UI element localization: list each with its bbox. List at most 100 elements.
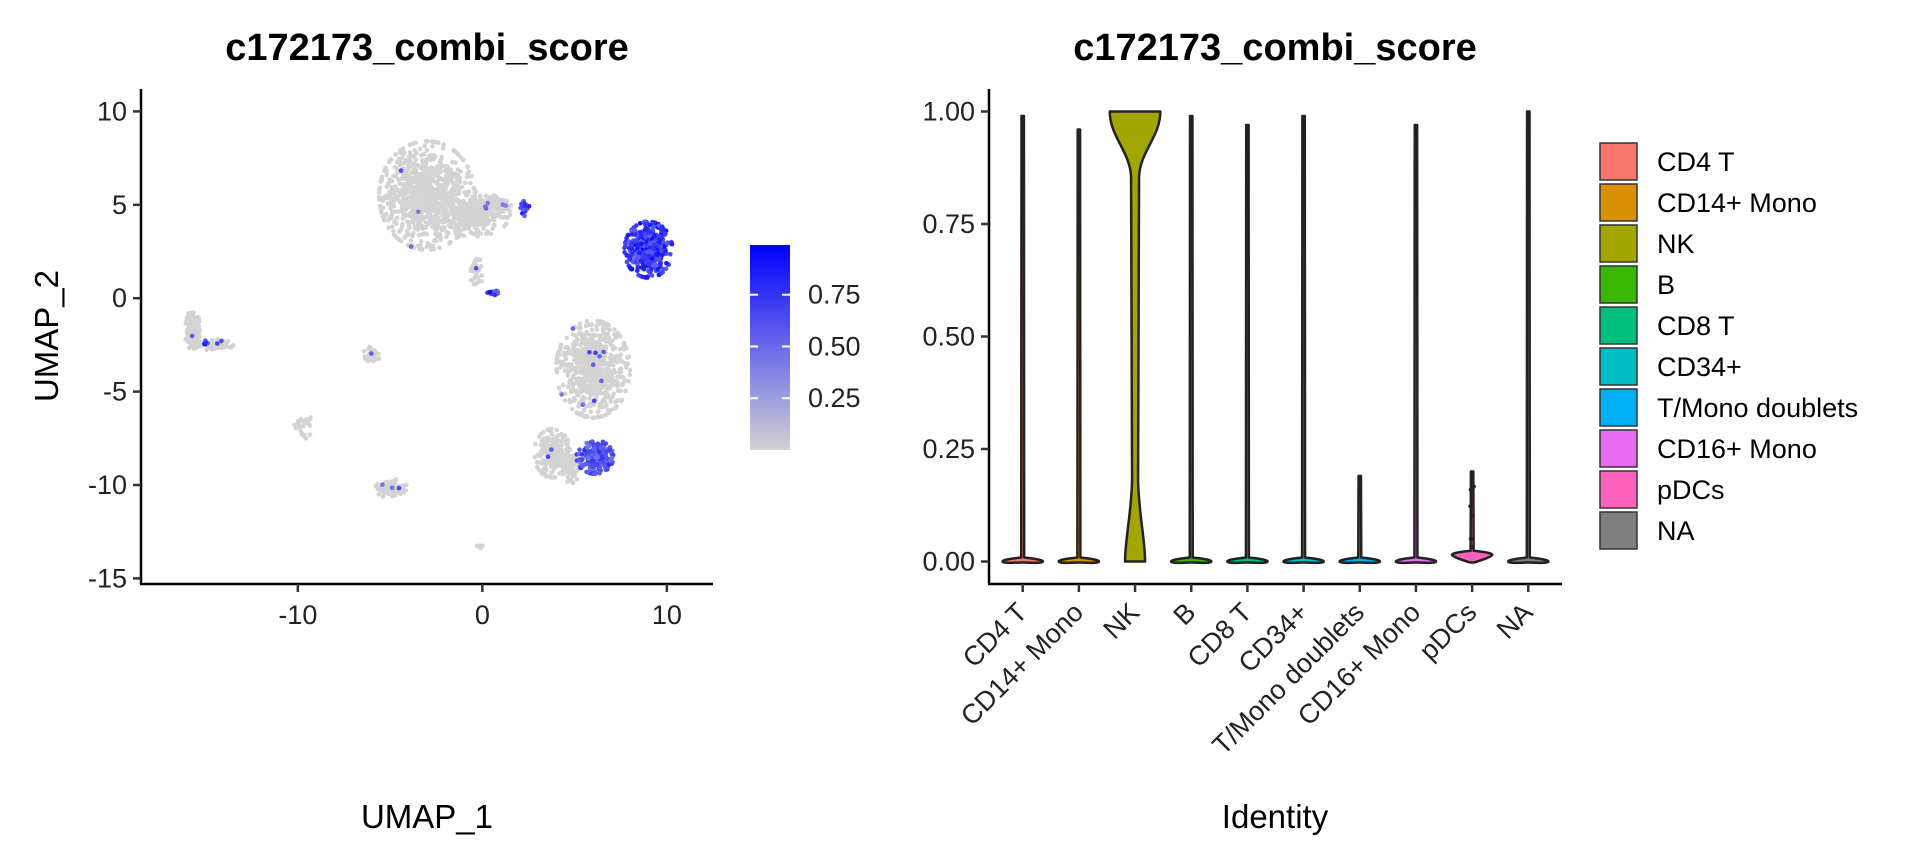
violin-cd14-mono: [1057, 128, 1101, 565]
umap-point: [567, 399, 573, 405]
umap-point: [389, 178, 395, 184]
umap-point: [405, 160, 411, 166]
umap-point: [408, 244, 414, 249]
umap-point: [628, 265, 633, 271]
legend-swatch: [1599, 306, 1638, 345]
umap-point: [581, 386, 586, 391]
umap-point: [420, 188, 426, 194]
umap-point: [399, 223, 405, 229]
umap-point: [624, 259, 630, 265]
umap-point: [642, 263, 647, 269]
umap-point: [567, 470, 572, 476]
legend-label: NA: [1657, 516, 1695, 546]
umap-point: [465, 164, 471, 170]
umap-point: [460, 205, 466, 210]
umap-point: [552, 442, 558, 448]
legend-label: pDCs: [1657, 475, 1725, 505]
violin-y-tick-label: 0.25: [922, 434, 975, 464]
umap-point: [584, 319, 590, 324]
umap-point: [610, 347, 616, 352]
umap-point: [491, 196, 497, 202]
umap-point: [430, 216, 436, 222]
umap-point: [663, 231, 668, 237]
umap-point: [582, 372, 588, 377]
umap-point: [435, 215, 441, 220]
umap-point: [579, 452, 585, 457]
umap-point: [522, 213, 527, 219]
umap-point: [404, 228, 410, 234]
umap-point: [430, 139, 435, 144]
violin-outlier-point: [1471, 484, 1476, 489]
umap-point: [437, 177, 442, 182]
umap-point: [606, 395, 612, 401]
colorbar-tick-label: 0.75: [808, 280, 861, 310]
umap-point: [610, 394, 615, 400]
umap-point: [570, 326, 576, 331]
umap-point: [599, 366, 604, 372]
umap-point: [629, 240, 635, 246]
umap-point: [591, 447, 596, 452]
umap-point: [606, 323, 612, 328]
umap-point: [569, 351, 575, 356]
umap-point: [391, 229, 396, 234]
umap-point: [590, 362, 596, 368]
umap-point: [363, 356, 368, 361]
umap-point: [423, 139, 429, 144]
umap-point: [466, 189, 471, 195]
umap-point: [215, 341, 220, 346]
umap-point: [584, 329, 589, 335]
umap-point: [564, 335, 570, 341]
umap-point: [608, 383, 613, 389]
umap-point: [398, 168, 404, 173]
umap-point: [634, 223, 639, 228]
umap-point: [581, 340, 586, 345]
umap-point: [446, 195, 451, 200]
violins: [1001, 110, 1550, 565]
umap-point: [384, 184, 390, 190]
umap-point: [204, 347, 209, 353]
umap-point: [597, 471, 602, 476]
umap-point: [471, 185, 477, 191]
legend-swatch: [1599, 183, 1638, 222]
umap-point: [618, 388, 623, 394]
umap-point: [402, 183, 407, 189]
umap-point: [584, 440, 589, 446]
umap-point: [454, 205, 459, 211]
umap-point: [444, 166, 450, 171]
umap-point: [651, 219, 656, 225]
umap-point: [570, 332, 576, 337]
umap-point: [216, 344, 221, 350]
umap-point: [599, 343, 604, 349]
umap-point: [383, 165, 388, 171]
umap-point: [581, 407, 587, 413]
umap-point: [469, 174, 475, 179]
violin-y-tick-label: 1.00: [922, 97, 975, 127]
umap-point: [587, 396, 592, 402]
umap-point: [658, 244, 663, 250]
umap-y-tick-label: -15: [88, 563, 127, 593]
umap-point: [521, 207, 526, 213]
violin-y-tick-label: 0.00: [922, 547, 975, 577]
umap-point: [465, 205, 471, 210]
umap-point: [623, 388, 628, 394]
umap-point: [384, 196, 389, 201]
umap-point: [571, 344, 577, 350]
umap-point: [446, 230, 451, 236]
umap-point: [410, 179, 415, 185]
umap-point: [380, 482, 385, 487]
umap-point: [577, 321, 583, 327]
umap-point: [586, 456, 592, 461]
umap-point: [407, 187, 413, 193]
umap-point: [505, 215, 510, 221]
umap-point: [411, 188, 417, 193]
umap-point: [504, 198, 510, 204]
umap-point: [377, 190, 382, 195]
umap-point: [385, 201, 391, 206]
umap-point: [649, 273, 655, 278]
umap-point: [598, 373, 604, 379]
umap-point: [484, 214, 490, 219]
umap-point: [611, 363, 616, 368]
umap-point: [441, 177, 446, 183]
umap-point: [474, 257, 480, 263]
